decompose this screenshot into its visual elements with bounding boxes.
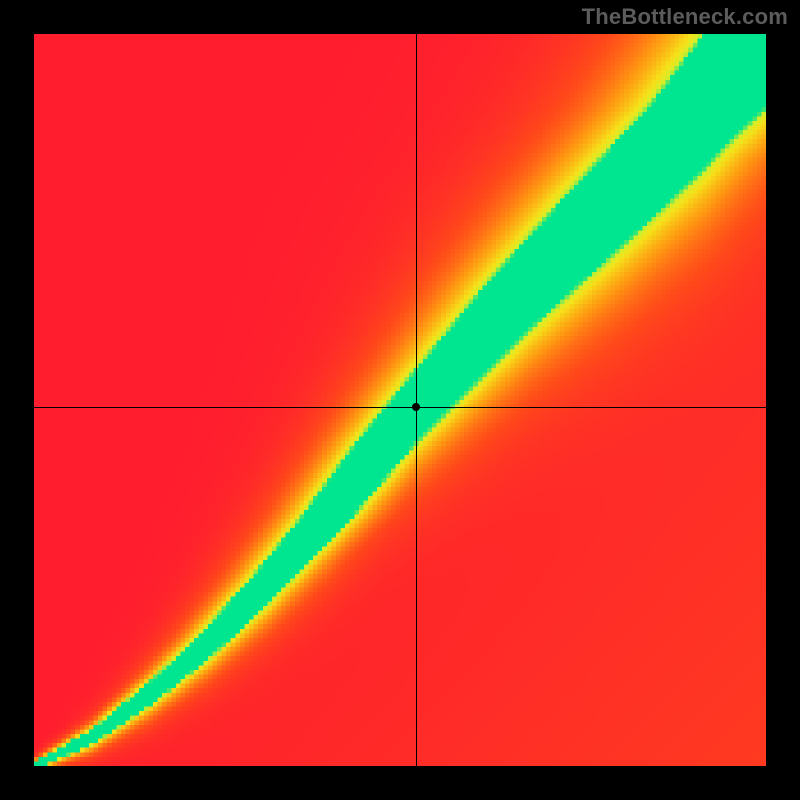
watermark-text: TheBottleneck.com	[582, 4, 788, 30]
chart-stage: TheBottleneck.com	[0, 0, 800, 800]
heatmap-canvas	[34, 34, 766, 766]
